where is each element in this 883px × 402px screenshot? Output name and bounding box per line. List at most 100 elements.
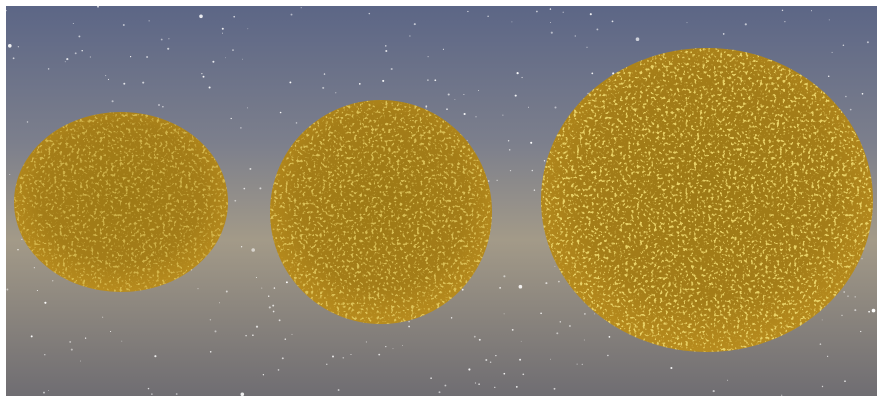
star (252, 334, 254, 337)
star (503, 372, 506, 375)
star (502, 114, 504, 116)
star (337, 389, 340, 391)
star (553, 387, 556, 390)
star (332, 355, 334, 358)
star (612, 72, 615, 75)
star (827, 355, 829, 357)
star (272, 310, 275, 313)
star (249, 167, 252, 170)
star (147, 387, 150, 390)
star (467, 10, 469, 13)
star (487, 15, 489, 17)
star (47, 68, 50, 70)
star (97, 5, 99, 8)
star (508, 149, 511, 151)
star (438, 391, 441, 394)
star (240, 392, 245, 397)
star (712, 390, 715, 393)
star (473, 335, 476, 338)
star (261, 287, 263, 289)
star (596, 28, 599, 31)
star (66, 58, 69, 61)
star (259, 187, 262, 190)
star (670, 366, 673, 370)
star (868, 310, 870, 313)
star (335, 92, 337, 94)
star (530, 141, 533, 144)
star (162, 106, 164, 108)
star (365, 341, 367, 343)
star (562, 11, 564, 13)
star (408, 320, 410, 323)
star (574, 35, 576, 37)
star (392, 348, 394, 350)
star (434, 79, 437, 82)
star (831, 51, 833, 53)
star (533, 189, 536, 191)
star (209, 351, 212, 353)
star (43, 391, 45, 394)
star (225, 290, 228, 293)
star (199, 14, 203, 19)
star (686, 22, 688, 24)
star (485, 359, 488, 361)
star (427, 79, 429, 81)
sphere-large (541, 48, 873, 352)
star (218, 302, 220, 304)
star (584, 313, 586, 315)
star (727, 379, 729, 381)
star (554, 265, 556, 267)
star (454, 98, 456, 100)
star (245, 334, 247, 337)
star (84, 337, 87, 339)
star (450, 317, 453, 319)
star (589, 13, 592, 16)
star (21, 238, 23, 241)
star (608, 336, 611, 338)
star (854, 309, 857, 312)
star (291, 333, 293, 335)
star (209, 319, 212, 321)
star (358, 83, 361, 85)
star (69, 340, 72, 343)
star (6, 288, 9, 291)
star (44, 354, 46, 356)
star (744, 23, 747, 26)
star (26, 121, 29, 123)
star (861, 258, 863, 260)
star (151, 393, 153, 395)
star (110, 330, 112, 333)
star (781, 394, 783, 396)
star (243, 187, 246, 190)
star (568, 325, 571, 327)
star (268, 306, 271, 309)
star (607, 354, 609, 357)
star (849, 108, 852, 111)
star (44, 301, 47, 304)
star (290, 13, 293, 16)
star (827, 75, 830, 77)
star (511, 21, 513, 23)
sphere-medium (270, 100, 492, 324)
star (468, 368, 471, 371)
star (148, 20, 150, 22)
star (611, 20, 614, 23)
star (33, 267, 35, 269)
star (545, 282, 548, 285)
star (323, 73, 326, 75)
star (478, 89, 480, 91)
star (30, 335, 33, 338)
star (554, 106, 557, 109)
star (240, 127, 242, 129)
star (385, 45, 387, 47)
star (543, 160, 546, 162)
star (847, 295, 849, 297)
sphere-texture (541, 48, 873, 352)
star (549, 8, 552, 10)
star (105, 75, 107, 77)
star (447, 93, 450, 96)
star (520, 340, 522, 342)
star (866, 41, 869, 44)
star (860, 330, 862, 333)
star (8, 44, 12, 48)
